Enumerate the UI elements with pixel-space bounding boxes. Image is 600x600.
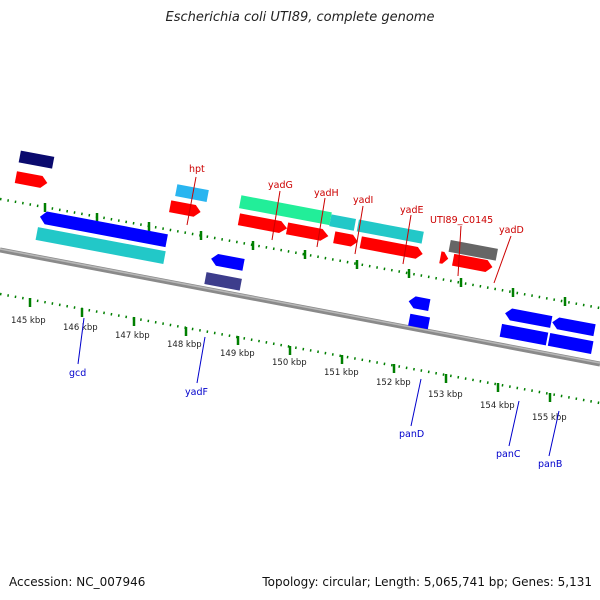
gene-arrow[interactable]	[329, 214, 357, 231]
scale-label: 152 kbp	[376, 378, 411, 388]
gene-arrow[interactable]	[169, 200, 202, 218]
gene-arrow[interactable]	[439, 251, 449, 264]
gene-arrow[interactable]	[175, 184, 209, 202]
gene-arrow[interactable]	[239, 195, 332, 226]
gene-arrow[interactable]	[359, 236, 424, 259]
gene-arrow[interactable]	[204, 272, 242, 291]
scale-label: 147 kbp	[115, 331, 150, 341]
gene-arrow[interactable]	[504, 307, 553, 328]
forward-label-leaders	[186, 176, 512, 284]
scale-label: 149 kbp	[220, 349, 255, 359]
reverse-gene-labels: gcd yadF panD panC panB	[69, 368, 562, 470]
reverse-genes	[35, 210, 596, 354]
gene-label-yadG[interactable]: yadG	[268, 180, 293, 191]
gene-label-panB[interactable]: panB	[538, 459, 562, 470]
reverse-label-leaders	[77, 317, 560, 457]
gene-label-hpt[interactable]: hpt	[189, 164, 205, 175]
genome-backbone	[0, 247, 600, 367]
gene-arrow[interactable]	[452, 253, 494, 273]
gene-arrow[interactable]	[39, 210, 168, 248]
gene-arrow[interactable]	[14, 171, 49, 189]
reverse-major-ticks	[28, 298, 552, 402]
scale-label: 155 kbp	[532, 413, 567, 423]
map-title: Escherichia coli UTI89, complete genome	[165, 10, 435, 25]
gene-label-UTI89_C0145[interactable]: UTI89_C0145	[430, 215, 493, 226]
scale-label: 146 kbp	[63, 323, 98, 333]
reverse-inner-row	[39, 210, 596, 337]
gene-arrow[interactable]	[285, 222, 329, 242]
accession-text: Accession: NC_007946	[9, 575, 146, 589]
scale-label: 148 kbp	[167, 340, 202, 350]
scale-label: 153 kbp	[428, 390, 463, 400]
gene-arrow[interactable]	[408, 295, 431, 311]
scale-labels: 145 kbp 146 kbp 147 kbp 148 kbp 149 kbp …	[11, 316, 567, 423]
gene-arrow[interactable]	[210, 253, 245, 271]
gene-arrow[interactable]	[408, 313, 431, 330]
forward-inner-row	[14, 171, 494, 273]
gene-label-panD[interactable]: panD	[399, 429, 424, 440]
scale-label: 151 kbp	[324, 368, 359, 378]
gene-arrow[interactable]	[237, 213, 288, 234]
gene-arrow[interactable]	[499, 323, 549, 346]
scale-label: 145 kbp	[11, 316, 46, 326]
gene-label-yadE[interactable]: yadE	[400, 205, 423, 216]
gene-arrow[interactable]	[35, 227, 166, 264]
gene-arrow[interactable]	[18, 150, 55, 169]
forward-gene-labels: hpt yadG yadH yadI yadE UTI89_C0145 yadD	[189, 164, 524, 236]
gene-label-yadF[interactable]: yadF	[185, 387, 208, 398]
forward-outer-row	[18, 150, 498, 261]
gene-arrow[interactable]	[333, 231, 359, 247]
forward-genes	[14, 150, 498, 273]
scale-label: 150 kbp	[272, 358, 307, 368]
forward-major-ticks	[43, 203, 567, 306]
gene-label-yadI[interactable]: yadI	[353, 195, 373, 206]
gene-label-yadD[interactable]: yadD	[499, 225, 524, 236]
gene-arrow[interactable]	[547, 333, 594, 354]
gene-label-panC[interactable]: panC	[496, 449, 521, 460]
gene-label-gcd[interactable]: gcd	[69, 368, 86, 379]
gene-arrow[interactable]	[448, 239, 498, 261]
genome-summary-text: Topology: circular; Length: 5,065,741 bp…	[262, 575, 592, 589]
gene-label-yadH[interactable]: yadH	[314, 188, 339, 199]
reverse-outer-row	[35, 227, 594, 354]
scale-label: 154 kbp	[480, 401, 515, 411]
gene-arrow[interactable]	[551, 316, 596, 337]
